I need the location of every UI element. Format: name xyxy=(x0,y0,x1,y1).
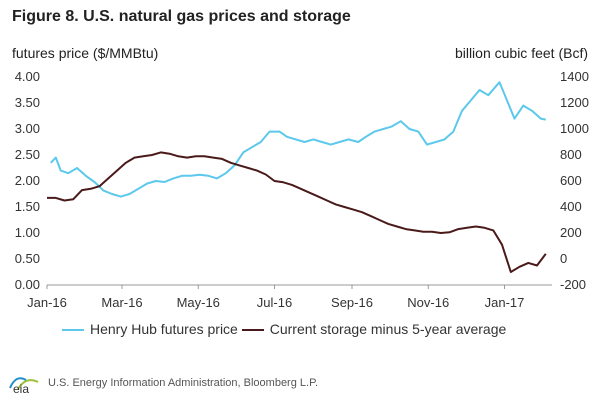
source-footer: eia U.S. Energy Information Administrati… xyxy=(8,372,318,394)
x-tick-label: Mar-16 xyxy=(101,295,142,310)
x-tick-label: Jan-16 xyxy=(27,295,67,310)
y-left-tick-label: 2.00 xyxy=(15,173,40,188)
x-tick-label: Sep-16 xyxy=(331,295,373,310)
x-tick-label: May-16 xyxy=(177,295,220,310)
y-right-tick-label: 200 xyxy=(560,225,582,240)
y-left-tick-label: 0.50 xyxy=(15,251,40,266)
x-tick-label: Jan-17 xyxy=(485,295,525,310)
source-text: U.S. Energy Information Administration, … xyxy=(48,377,319,389)
legend-item-price: Henry Hub futures price xyxy=(62,321,238,337)
y-left-tick-label: 1.50 xyxy=(15,199,40,214)
y-left-tick-label: 1.00 xyxy=(15,225,40,240)
legend-swatch-price xyxy=(62,329,84,332)
legend-item-storage: Current storage minus 5-year average xyxy=(241,321,507,337)
legend-label-storage: Current storage minus 5-year average xyxy=(269,321,507,337)
y-right-tick-label: 0 xyxy=(560,251,567,266)
y-left-tick-label: 4.00 xyxy=(15,69,40,84)
storage-series-line xyxy=(47,151,547,273)
left-axis-unit-label: futures price ($/MMBtu) xyxy=(12,45,159,61)
y-right-tick-label: 600 xyxy=(560,173,582,188)
price-series-line xyxy=(50,81,546,198)
y-right-tick-label: -200 xyxy=(560,277,586,292)
x-tick-label: Nov-16 xyxy=(407,295,449,310)
y-right-tick-label: 1200 xyxy=(560,95,589,110)
y-left-tick-label: 0.00 xyxy=(15,277,40,292)
eia-logo-icon: eia xyxy=(9,377,39,394)
y-right-tick-label: 1400 xyxy=(560,69,589,84)
chart-legend: Henry Hub futures price Current storage … xyxy=(62,321,506,337)
y-right-tick-label: 1000 xyxy=(560,121,589,136)
y-left-tick-label: 2.50 xyxy=(15,147,40,162)
x-tick-label: Jul-16 xyxy=(257,295,292,310)
chart-title: Figure 8. U.S. natural gas prices and st… xyxy=(12,8,351,25)
right-axis-unit-label: billion cubic feet (Bcf) xyxy=(454,45,588,61)
chart-plot: 0.00 0.50 1.00 1.50 2.00 2.50 3.00 3.50 4.00 -200… xyxy=(15,69,589,310)
y-right-tick-label: 400 xyxy=(560,199,582,214)
svg-text:eia: eia xyxy=(13,382,29,394)
y-right-tick-label: 800 xyxy=(560,147,582,162)
legend-label-price: Henry Hub futures price xyxy=(90,321,238,337)
y-left-tick-label: 3.00 xyxy=(15,121,40,136)
legend-swatch-storage xyxy=(241,329,264,332)
y-left-tick-label: 3.50 xyxy=(15,95,40,110)
